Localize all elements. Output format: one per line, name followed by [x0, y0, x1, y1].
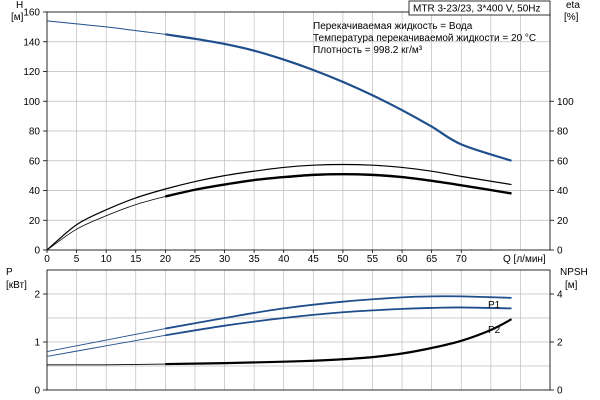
- top-x-tick-label: 50: [337, 254, 349, 265]
- top-left-tick-label: 100: [23, 97, 40, 108]
- bottom-left-ylabel-name: P: [6, 267, 13, 278]
- top-right-axis: 0 20 40 60 80 100: [550, 97, 574, 257]
- top-left-tick-label: 160: [23, 8, 40, 19]
- top-right-tick-label: 20: [557, 216, 569, 227]
- efficiency-curve-lower-thin: [46, 196, 166, 251]
- top-left-ylabel-name: H: [16, 0, 23, 11]
- bottom-left-tick-label: 1: [34, 338, 40, 349]
- info-temperature: Температура перекачиваемой жидкости = 20…: [313, 33, 536, 44]
- bottom-right-tick-label: 2: [557, 338, 563, 349]
- power-p1-curve: [165, 295, 512, 330]
- head-curve-thin: [46, 20, 166, 35]
- top-x-tick-label: 25: [189, 254, 201, 265]
- bottom-left-tick-label: 2: [34, 290, 40, 301]
- top-right-tick-label: 80: [557, 127, 569, 138]
- power-p1-curve-thin: [46, 328, 166, 353]
- bottom-left-tick-label: 0: [34, 386, 40, 397]
- bottom-right-axis: 0 2 4: [550, 290, 563, 397]
- top-right-tick-label: 0: [557, 246, 563, 257]
- bottom-chart-grid: [46, 269, 551, 391]
- top-x-tick-label: 15: [130, 254, 142, 265]
- top-left-tick-label: 60: [29, 156, 41, 167]
- bottom-right-tick-label: 4: [557, 290, 563, 301]
- top-x-tick-label: 60: [396, 254, 408, 265]
- top-left-tick-label: 20: [29, 216, 41, 227]
- npsh-curve-thin: [46, 363, 166, 366]
- top-left-tick-label: 120: [23, 67, 40, 78]
- top-x-tick-label: 70: [456, 254, 468, 265]
- bottom-left-ylabel-unit: [кВт]: [6, 280, 27, 291]
- info-liquid: Перекачиваемая жидкость = Вода: [313, 21, 473, 32]
- power-p2-curve: [165, 306, 512, 337]
- bottom-chart-frame: [46, 269, 551, 391]
- top-right-ylabel-name: eta: [566, 0, 580, 11]
- top-x-tick-label: 35: [249, 254, 261, 265]
- top-x-tick-label: 10: [101, 254, 113, 265]
- top-chart-series: [46, 20, 512, 251]
- info-density: Плотность = 998.2 кг/м³: [313, 45, 423, 56]
- efficiency-curve-upper: [46, 163, 512, 251]
- top-left-tick-label: 80: [29, 127, 41, 138]
- top-x-tick-label: 55: [367, 254, 379, 265]
- top-x-tick-label: 0: [44, 254, 50, 265]
- top-x-tick-label: 5: [74, 254, 80, 265]
- bottom-right-tick-label: 0: [557, 386, 563, 397]
- top-left-tick-label: 40: [29, 186, 41, 197]
- bottom-right-ylabel-unit: [м]: [565, 280, 578, 291]
- power-p2-curve-thin: [46, 334, 166, 357]
- top-right-tick-label: 60: [557, 156, 569, 167]
- top-x-axis: 0 5 10 15 20 25 30 35 40 45 50 55 60 65 70: [44, 250, 467, 265]
- top-left-tick-label: 140: [23, 37, 40, 48]
- bottom-chart-series: [46, 295, 513, 366]
- efficiency-curve-lower: [165, 172, 512, 198]
- top-right-ylabel-unit: [%]: [564, 12, 579, 23]
- bottom-right-ylabel-name: NPSH: [560, 267, 588, 278]
- top-x-tick-label: 20: [160, 254, 172, 265]
- head-curve: [165, 33, 512, 162]
- top-left-tick-label: 0: [34, 246, 40, 257]
- series-label-p2: P2: [488, 325, 501, 336]
- top-left-axis: 0 20 40 60 80 100 120 140 160: [23, 8, 47, 257]
- chart-title-box: [408, 0, 551, 16]
- chart-title: MTR 3-23/23, 3*400 V, 50Hz: [413, 4, 540, 15]
- top-x-tick-label: 65: [426, 254, 438, 265]
- top-chart-grid: [46, 11, 551, 251]
- top-right-tick-label: 40: [557, 186, 569, 197]
- top-right-tick-label: 100: [557, 97, 574, 108]
- top-left-ylabel-unit: [м]: [11, 12, 24, 23]
- top-x-tick-label: 30: [219, 254, 231, 265]
- series-label-p1: P1: [488, 300, 501, 311]
- npsh-curve: [165, 318, 513, 366]
- top-x-tick-label: 40: [278, 254, 290, 265]
- top-xlabel: Q [л/мин]: [503, 254, 546, 265]
- top-x-tick-label: 45: [308, 254, 320, 265]
- bottom-left-axis: 0 1 2: [34, 290, 47, 397]
